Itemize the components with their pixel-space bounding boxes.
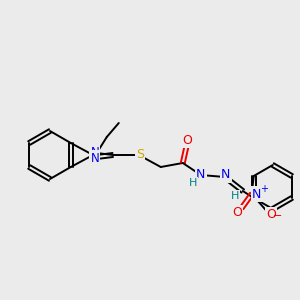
- Text: N: N: [90, 152, 99, 164]
- Text: +: +: [260, 184, 268, 194]
- Text: −: −: [273, 211, 282, 221]
- Text: H: H: [231, 191, 239, 201]
- Text: N: N: [196, 167, 206, 181]
- Text: O: O: [182, 134, 192, 146]
- Text: N: N: [90, 146, 99, 158]
- Text: O: O: [232, 206, 242, 220]
- Text: S: S: [136, 148, 144, 161]
- Text: H: H: [189, 178, 197, 188]
- Text: N: N: [221, 169, 230, 182]
- Text: N: N: [252, 188, 261, 200]
- Text: O: O: [266, 208, 276, 221]
